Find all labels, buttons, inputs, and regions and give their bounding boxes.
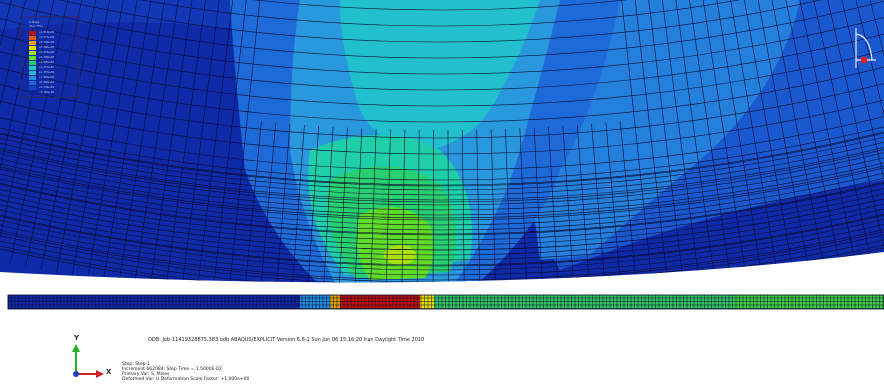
x-axis-label: X [106, 368, 112, 376]
legend-value: +3.342e+02 [39, 41, 55, 44]
legend-swatch [29, 61, 36, 65]
axis-arrows-icon [72, 344, 104, 378]
legend-swatch [29, 51, 36, 55]
legend-swatch [29, 36, 36, 40]
global-axis-triad: Y X [62, 334, 112, 382]
legend-title: S, Mises [29, 21, 40, 24]
contour-legend[interactable]: S, Mises (Avg: 75%) +4.011e+02 +3.677e+02… [20, 16, 80, 98]
legend-value: +2.674e+02 [39, 51, 55, 54]
view-cube-icon[interactable] [848, 24, 878, 72]
legend-swatch [29, 86, 36, 90]
legend-value: +6.682e+01 [39, 81, 55, 84]
legend-value: -3.791e-02 [39, 91, 55, 94]
contour-plot[interactable] [0, 0, 884, 320]
deformed-var: Deformed Var: U Deformation Scale Factor… [122, 377, 250, 382]
legend-value: +3.677e+02 [39, 36, 55, 39]
step-name: Step: Step-1 [122, 362, 150, 367]
legend-subtitle: (Avg: 75%) [29, 25, 43, 28]
legend-value: +1.671e+02 [39, 66, 55, 69]
step-info: Step: Step-1 Increment 662084: Step Time… [122, 362, 249, 382]
rail-strip [7, 294, 884, 310]
primary-var: Primary Var: S, Mises [122, 372, 170, 377]
y-axis-label: Y [74, 334, 80, 342]
legend-value: +1.337e+02 [39, 71, 55, 74]
contour-region-plume-6 [356, 207, 434, 280]
legend-value: +1.002e+02 [39, 76, 55, 79]
legend-swatch [29, 41, 36, 45]
legend-swatch [29, 46, 36, 50]
legend-swatch [29, 91, 36, 95]
legend-swatch [29, 31, 36, 35]
legend-swatch [29, 56, 36, 60]
legend-value: +3.008e+02 [39, 46, 55, 49]
legend-value: +4.011e+02 [39, 31, 55, 34]
contour-region-plume-3 [340, 0, 540, 150]
mesh-arc-lines [0, 0, 884, 283]
increment-info: Increment 662084: Step Time = 1.5000E-02 [122, 367, 222, 372]
legend-value: +3.339e+01 [39, 86, 55, 89]
legend-value: +2.339e+02 [39, 56, 55, 59]
legend-swatch [29, 81, 36, 85]
legend-value: +2.005e+02 [39, 61, 55, 64]
odb-info-line: ODB: Job-11419328875.383.odb ABAQUS/EXPL… [148, 337, 425, 343]
legend-swatch [29, 71, 36, 75]
legend-swatch [29, 76, 36, 80]
legend-swatch [29, 66, 36, 70]
